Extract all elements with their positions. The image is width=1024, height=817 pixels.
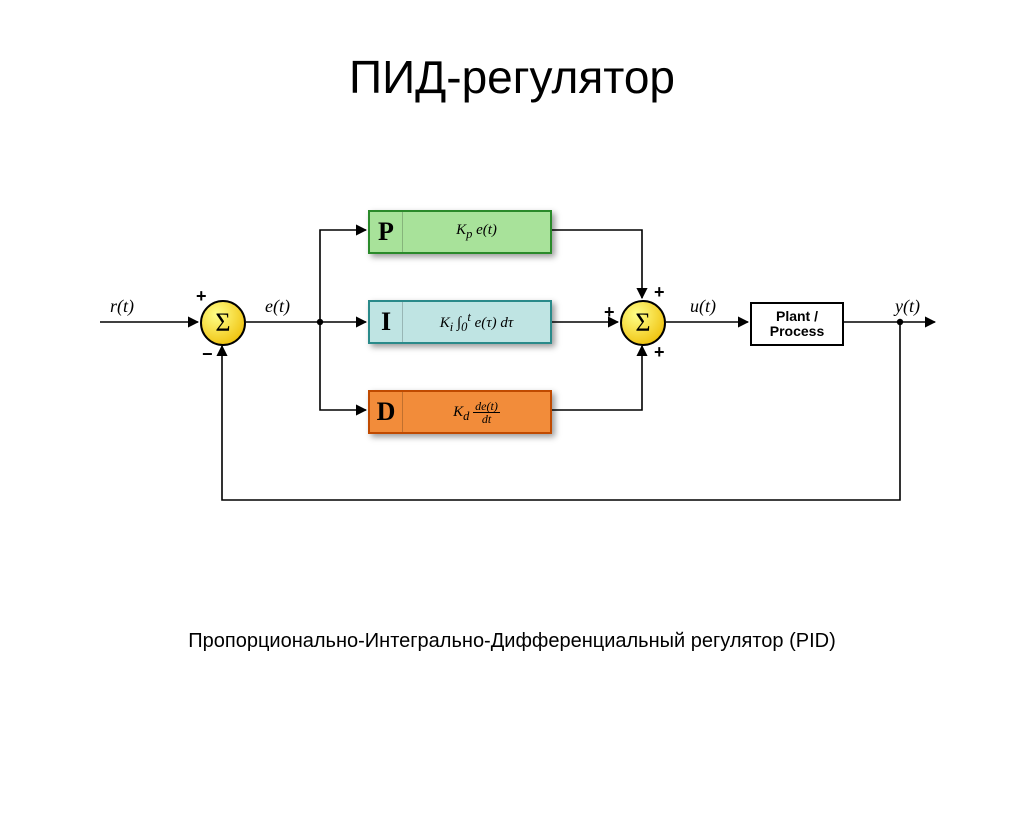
signal-e: e(t) (265, 296, 290, 317)
pid-block-diagram: Σ + − Σ + + + P Kp e(t) I Ki ∫0t e(τ) dτ… (0, 180, 1024, 550)
p-block-letter: P (370, 212, 403, 252)
i-block-formula: Ki ∫0t e(τ) dτ (403, 310, 550, 335)
sum-node-error: Σ (200, 300, 246, 346)
p-block: P Kp e(t) (368, 210, 552, 254)
sign-plus: + (654, 342, 665, 363)
p-block-formula: Kp e(t) (403, 222, 550, 242)
signal-r: r(t) (110, 296, 134, 317)
sign-plus: + (604, 302, 615, 323)
sign-minus: − (202, 344, 213, 365)
page-title: ПИД-регулятор (0, 50, 1024, 104)
i-block-letter: I (370, 302, 403, 342)
page-caption: Пропорционально-Интегрально-Дифференциал… (0, 630, 1024, 653)
sigma-symbol: Σ (635, 308, 650, 338)
d-block-letter: D (370, 392, 403, 432)
i-block: I Ki ∫0t e(τ) dτ (368, 300, 552, 344)
sign-plus: + (654, 282, 665, 303)
d-block: D Kd de(t)dt (368, 390, 552, 434)
signal-u: u(t) (690, 296, 716, 317)
plant-block: Plant / Process (750, 302, 844, 346)
sigma-symbol: Σ (215, 308, 230, 338)
signal-y: y(t) (895, 296, 920, 317)
d-block-formula: Kd de(t)dt (403, 400, 550, 425)
sum-node-output: Σ (620, 300, 666, 346)
sign-plus: + (196, 286, 207, 307)
